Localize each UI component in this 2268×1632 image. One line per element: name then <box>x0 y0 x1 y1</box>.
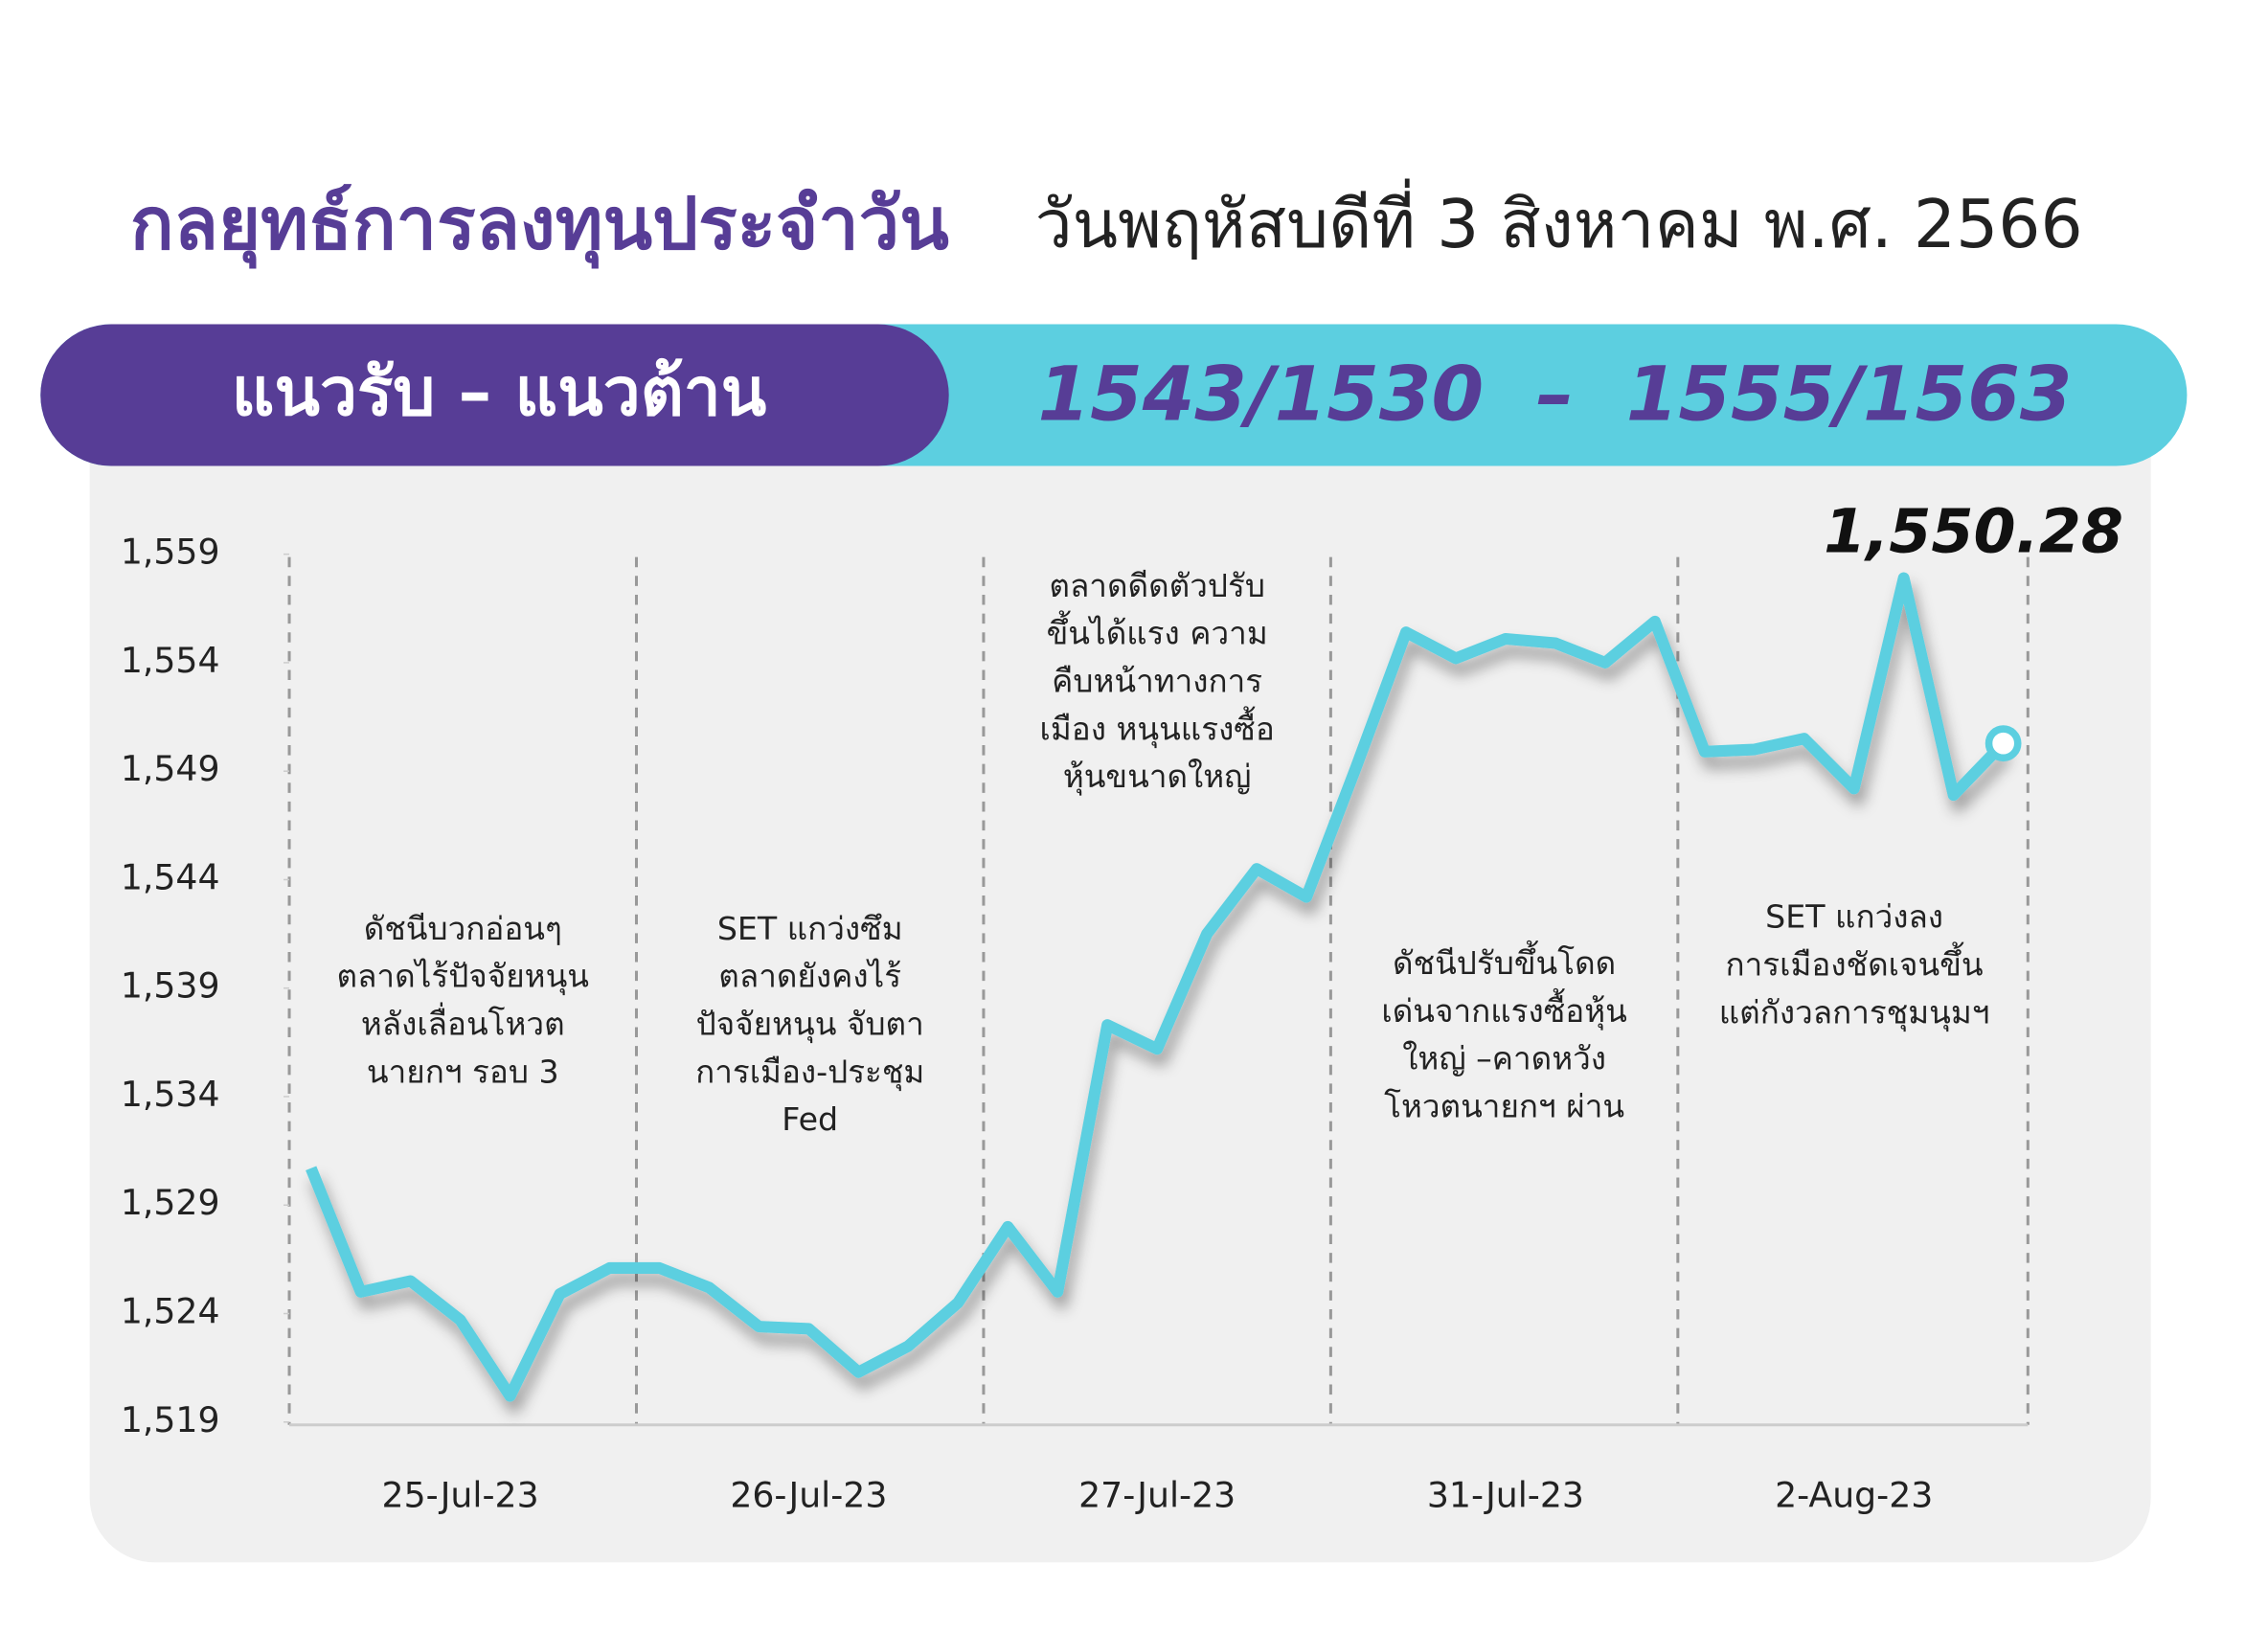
x-tick-label: 31-Jul-23 <box>1427 1474 1584 1515</box>
y-tick-label: 1,559 <box>121 532 220 573</box>
annotation: ขึ้นได้แรง ความ <box>1047 610 1268 652</box>
annotation: SET แกว่งซึม <box>717 910 903 947</box>
annotation: SET แกว่งลง <box>1765 898 1943 936</box>
label-band <box>40 324 949 466</box>
band-value: 1543/1530 – 1555/1563 <box>1037 351 2072 439</box>
y-tick-label: 1,549 <box>121 748 220 789</box>
x-tick-label: 2-Aug-23 <box>1775 1474 1933 1515</box>
x-tick-label: 27-Jul-23 <box>1078 1474 1236 1515</box>
panel <box>89 347 2151 1563</box>
x-tick-label: 26-Jul-23 <box>730 1474 887 1515</box>
annotation: ปัจจัยหนุน จับตา <box>696 1005 924 1043</box>
subtitle: วันพฤหัสบดีที่ 3 สิงหาคม พ.ศ. 2566 <box>1035 178 2083 263</box>
annotation: การเมืองชัดเจนขึ้น <box>1726 941 1984 984</box>
band-label: แนวรับ – แนวต้าน <box>232 354 767 431</box>
annotation: คืบหน้าทางการ <box>1052 663 1262 700</box>
value-label: 1,550.28 <box>1824 496 2123 567</box>
x-tick-label: 25-Jul-23 <box>382 1474 539 1515</box>
y-tick-label: 1,544 <box>121 856 220 897</box>
y-tick-label: 1,524 <box>121 1291 220 1332</box>
annotation: ตลาดยังคงไร้ <box>718 958 901 995</box>
annotation: โหวตนายกฯ ผ่าน <box>1384 1088 1624 1125</box>
point-marker <box>1984 725 2022 762</box>
y-tick-label: 1,529 <box>121 1182 220 1223</box>
y-tick-label: 1,539 <box>121 965 220 1007</box>
annotation: นายกฯ รอบ 3 <box>367 1053 559 1090</box>
y-tick-label: 1,534 <box>121 1074 220 1115</box>
annotation: เมือง หนุนแรงซื้อ <box>1040 705 1275 748</box>
y-tick-label: 1,519 <box>121 1399 220 1440</box>
annotation: ใหญ่ –คาดหวัง <box>1402 1040 1606 1077</box>
annotation: Fed <box>782 1100 838 1138</box>
title: กลยุทธ์การลงทุนประจำวัน <box>130 181 949 269</box>
separators <box>287 556 2030 1425</box>
annotation: ตลาดดีดตัวปรับ <box>1049 567 1265 604</box>
annotation: หลังเลื่อนโหวต <box>361 1002 565 1042</box>
annotation: ดัชนีบวกอ่อนๆ <box>364 910 562 947</box>
annotation: เด่นจากแรงซื้อหุ้น <box>1381 987 1626 1031</box>
y-tick-label: 1,554 <box>121 640 220 681</box>
annotation: แต่กังวลการชุมนุมฯ <box>1719 993 1990 1031</box>
annotation: ตลาดไร้ปัจจัยหนุน <box>337 958 590 996</box>
annotation: หุ้นขนาดใหญ่ <box>1063 758 1252 796</box>
annotation: ดัชนีปรับขึ้นโดด <box>1393 940 1616 982</box>
annotation: การเมือง-ประชุม <box>695 1053 924 1091</box>
line <box>306 572 2007 1402</box>
